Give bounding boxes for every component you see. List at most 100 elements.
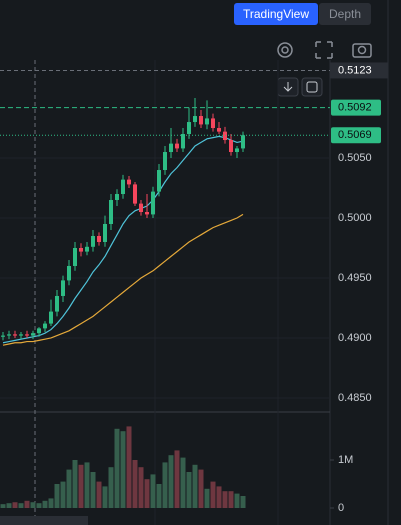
volume-bar xyxy=(84,462,90,508)
candle-body xyxy=(31,333,35,336)
toolbar-icons xyxy=(277,41,372,59)
volume-tick-label: 1M xyxy=(338,454,353,466)
candle-body xyxy=(169,143,173,153)
candle-body xyxy=(43,323,47,329)
volume-bar xyxy=(210,481,216,508)
moving-average xyxy=(2,213,244,346)
volume-bar xyxy=(228,491,234,508)
candle-body xyxy=(85,246,89,252)
candle-body xyxy=(223,131,227,141)
volume-bar xyxy=(156,484,162,508)
candle-body xyxy=(199,116,203,125)
tab-depth[interactable] xyxy=(319,3,371,25)
candle-body xyxy=(13,334,17,336)
tab-label[interactable]: TradingView xyxy=(243,7,309,21)
candle-body xyxy=(109,200,113,225)
price-label-bg xyxy=(331,99,381,116)
volume-bar xyxy=(54,484,60,508)
candle-body xyxy=(157,170,161,192)
volume-bar xyxy=(132,460,138,508)
crosshair-label-bg xyxy=(330,62,388,79)
volume-bar xyxy=(168,455,174,508)
candle-body xyxy=(187,122,191,135)
candle-body xyxy=(235,148,239,153)
candle-body xyxy=(151,191,155,215)
y-tick-label: 0.5000 xyxy=(338,212,372,224)
candle-body xyxy=(217,128,221,132)
volume-bar xyxy=(18,503,24,508)
settings-icon-core xyxy=(281,46,289,54)
candle-body xyxy=(25,334,29,336)
volume-bar xyxy=(48,498,54,508)
candle-body xyxy=(61,280,65,296)
tab-tradingview[interactable] xyxy=(234,3,318,25)
candle-body xyxy=(181,134,185,149)
candle-body xyxy=(193,116,197,123)
candle-body xyxy=(73,247,77,266)
volume-bar xyxy=(72,460,78,508)
candle-body xyxy=(55,295,59,312)
volume-bar xyxy=(222,491,228,508)
arrow-icon xyxy=(283,82,293,92)
tab-label[interactable]: Depth xyxy=(329,7,361,21)
volume-bar xyxy=(78,464,84,508)
volume-bar xyxy=(102,486,108,508)
volume-bar xyxy=(60,481,66,508)
volume-bar xyxy=(12,502,18,508)
volume-bar xyxy=(0,504,6,508)
price-label: 0.5069 xyxy=(338,129,372,141)
moving-average xyxy=(2,135,244,344)
candle-body xyxy=(19,334,23,336)
candle-body xyxy=(145,212,149,215)
candle-body xyxy=(49,311,53,324)
crosshair-label: 0.5123 xyxy=(338,64,372,76)
candle-body xyxy=(139,203,143,213)
volume-bar xyxy=(96,481,102,508)
volume-bar xyxy=(36,503,42,508)
fullscreen-icon[interactable] xyxy=(315,41,333,59)
volume-bar xyxy=(66,469,72,508)
candle-body xyxy=(127,179,131,185)
volume-bar xyxy=(108,467,114,508)
volume-bar xyxy=(42,500,48,508)
candle-body xyxy=(115,194,119,201)
volume-bar xyxy=(150,474,156,508)
candle-body xyxy=(163,152,167,171)
volume-bar xyxy=(192,464,198,508)
candle-body xyxy=(37,328,41,334)
y-tick-label: 0.5050 xyxy=(338,152,372,164)
price-label-bg xyxy=(331,127,381,144)
candle-body xyxy=(79,247,83,252)
volume-bar xyxy=(144,479,150,508)
camera-lens xyxy=(357,45,367,55)
volume-bar xyxy=(240,496,246,508)
reset-button[interactable] xyxy=(301,77,323,97)
volume-bar xyxy=(186,472,192,508)
reset-icon xyxy=(306,81,318,93)
volume-bar xyxy=(24,500,30,508)
camera-icon[interactable] xyxy=(352,43,372,58)
candle-body xyxy=(121,179,125,195)
candle-body xyxy=(211,118,215,129)
volume-bar xyxy=(198,469,204,508)
y-tick-label: 0.4850 xyxy=(338,392,372,404)
volume-bar xyxy=(234,493,240,508)
scrollbar[interactable] xyxy=(0,516,88,525)
volume-bar xyxy=(126,426,132,508)
candle-body xyxy=(229,140,233,153)
y-tick-label: 0.4900 xyxy=(338,332,372,344)
volume-bar xyxy=(90,472,96,508)
candle-body xyxy=(1,335,5,337)
candle-body xyxy=(7,334,11,336)
candle-body xyxy=(133,184,137,204)
volume-bar xyxy=(114,428,120,508)
volume-bar xyxy=(180,457,186,508)
candle-body xyxy=(91,236,95,247)
settings-icon[interactable] xyxy=(277,42,293,58)
volume-bar xyxy=(6,503,12,508)
volume-bar xyxy=(216,486,222,508)
candle-body xyxy=(103,224,107,242)
volume-bar xyxy=(138,467,144,508)
